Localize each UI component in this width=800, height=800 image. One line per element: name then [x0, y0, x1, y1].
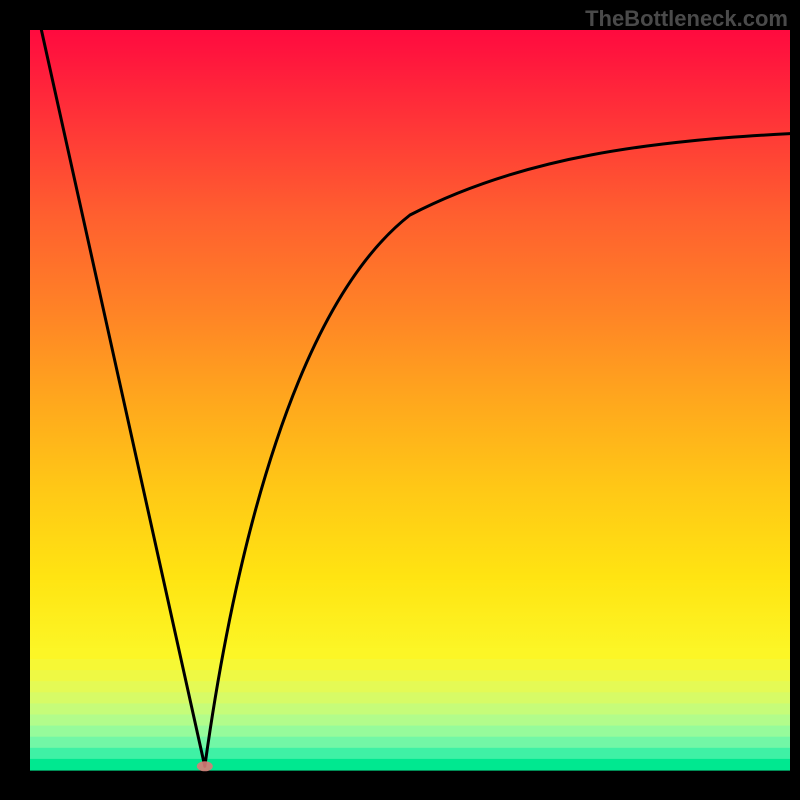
chart-container: TheBottleneck.com — [0, 0, 800, 800]
watermark-text: TheBottleneck.com — [585, 6, 788, 32]
bottleneck-chart — [0, 0, 800, 800]
valley-marker — [197, 761, 213, 771]
gradient-bands — [30, 648, 790, 771]
